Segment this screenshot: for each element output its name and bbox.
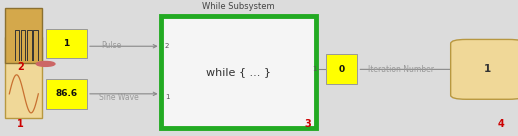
Text: 86.6: 86.6 bbox=[55, 89, 77, 98]
Text: 1: 1 bbox=[165, 94, 169, 100]
FancyBboxPatch shape bbox=[161, 16, 316, 128]
Text: 0: 0 bbox=[339, 65, 345, 74]
FancyBboxPatch shape bbox=[46, 79, 87, 109]
FancyBboxPatch shape bbox=[326, 54, 357, 84]
Text: 1: 1 bbox=[484, 64, 491, 74]
Text: Iteration Number: Iteration Number bbox=[368, 65, 435, 74]
FancyBboxPatch shape bbox=[5, 37, 42, 118]
Text: 1: 1 bbox=[312, 66, 317, 72]
Text: 1: 1 bbox=[63, 39, 69, 48]
FancyBboxPatch shape bbox=[451, 39, 518, 99]
Text: 2: 2 bbox=[165, 43, 169, 49]
Text: Pulse: Pulse bbox=[101, 41, 122, 50]
Text: 3: 3 bbox=[305, 119, 312, 129]
Text: 1: 1 bbox=[17, 119, 24, 129]
Text: While Subsystem: While Subsystem bbox=[202, 2, 275, 11]
Text: while { ... }: while { ... } bbox=[206, 67, 271, 77]
Text: 2: 2 bbox=[17, 62, 24, 72]
FancyBboxPatch shape bbox=[5, 8, 42, 63]
Text: 4: 4 bbox=[498, 119, 505, 129]
Text: Sine Wave: Sine Wave bbox=[99, 93, 139, 102]
FancyBboxPatch shape bbox=[46, 29, 87, 58]
Circle shape bbox=[36, 61, 55, 66]
